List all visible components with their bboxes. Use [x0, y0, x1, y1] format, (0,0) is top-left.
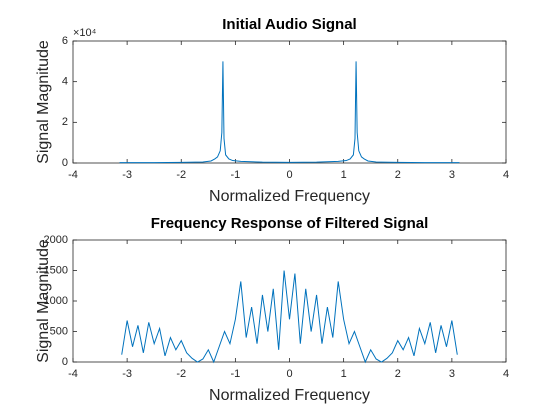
x-tick-label: 3 — [449, 169, 455, 181]
chart-title: Frequency Response of Filtered Signal — [151, 215, 429, 232]
x-tick-label: 4 — [503, 368, 509, 380]
x-tick-label: 4 — [503, 169, 509, 181]
axes-box — [72, 239, 507, 363]
y-axis-label: Signal Magnitude — [35, 40, 52, 164]
x-tick-label: -1 — [230, 368, 240, 380]
x-axis-label: Normalized Frequency — [209, 387, 370, 404]
x-tick-label: 2 — [395, 368, 401, 380]
y-tick-label: 500 — [50, 325, 68, 337]
x-tick-label: 0 — [286, 169, 292, 181]
x-tick-label: 3 — [449, 368, 455, 380]
y-tick-label: 0 — [62, 356, 68, 368]
axes-box — [72, 40, 507, 164]
data-line — [119, 61, 460, 164]
x-tick-label: -3 — [122, 169, 132, 181]
x-tick-label: 1 — [341, 368, 347, 380]
y-tick-label: 1000 — [44, 295, 68, 307]
y-tick-label: 2 — [62, 116, 68, 128]
x-tick-label: 1 — [341, 169, 347, 181]
y-tick-label: 1500 — [44, 264, 68, 276]
y-tick-label: 0 — [62, 157, 68, 169]
x-tick-label: 0 — [286, 368, 292, 380]
x-tick-label: -3 — [122, 368, 132, 380]
y-tick-label: 6 — [62, 35, 68, 47]
y-tick-label: 4 — [62, 76, 68, 88]
y-tick-label: 2000 — [44, 234, 68, 246]
x-tick-label: -4 — [68, 368, 78, 380]
x-tick-label: -2 — [176, 169, 186, 181]
x-axis-label: Normalized Frequency — [209, 188, 370, 205]
x-tick-label: -1 — [230, 169, 240, 181]
y-axis-label: Signal Magnitude — [35, 239, 52, 363]
x-tick-label: -4 — [68, 169, 78, 181]
y-exponent: ×10⁴ — [73, 27, 97, 39]
x-tick-label: -2 — [176, 368, 186, 380]
x-tick-label: 2 — [395, 169, 401, 181]
chart-title: Initial Audio Signal — [222, 16, 356, 33]
data-line — [121, 270, 458, 364]
